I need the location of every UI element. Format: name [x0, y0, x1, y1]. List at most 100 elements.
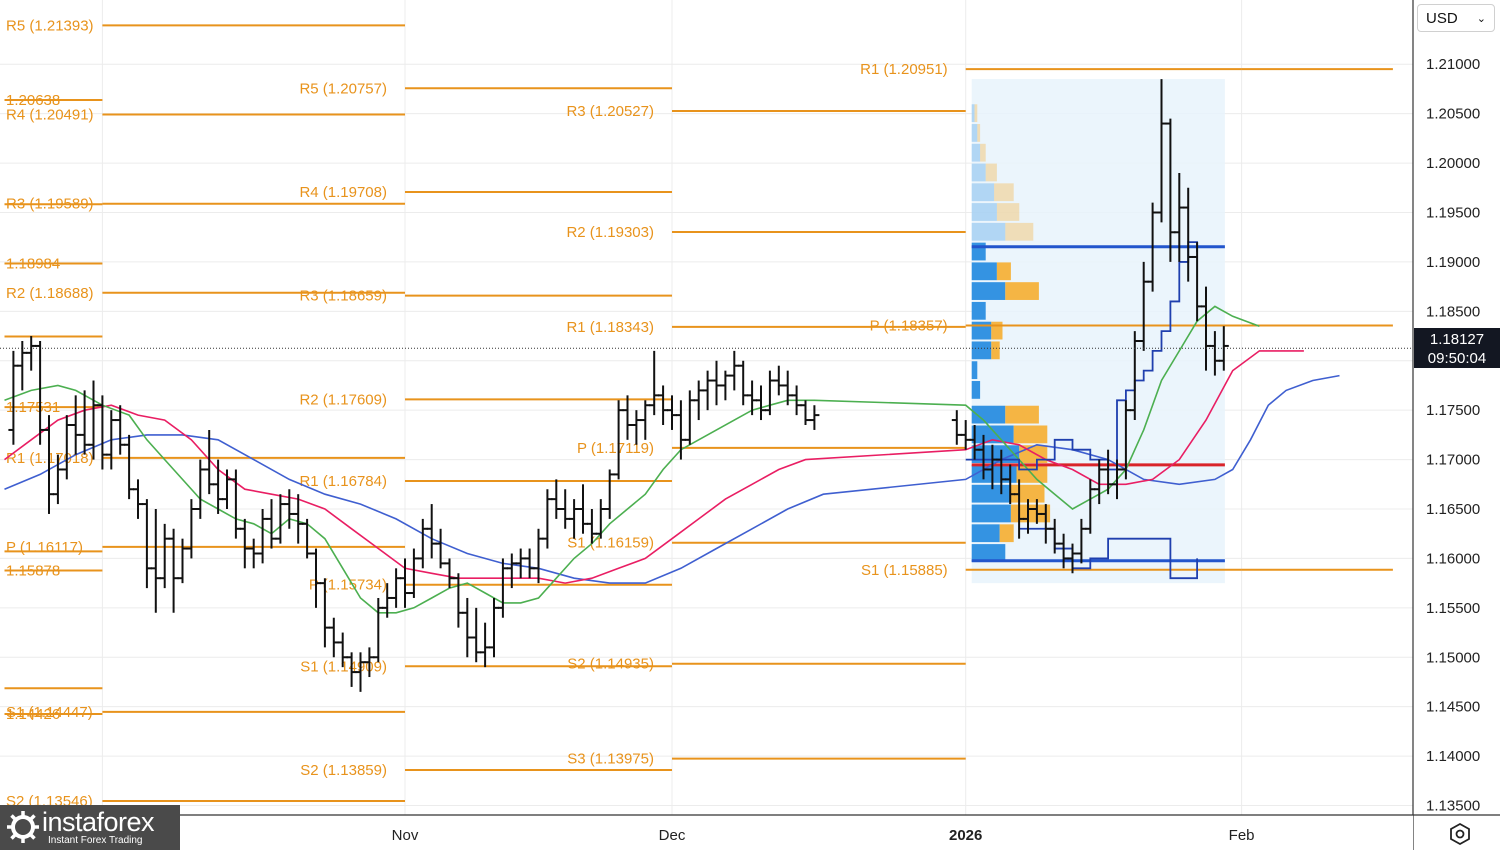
pivot-label: R3 (1.19589) — [6, 196, 94, 213]
volume-bar-sell — [974, 104, 978, 123]
volume-bar-buy — [971, 321, 992, 340]
ohlc-bar — [444, 558, 455, 589]
ohlc-bar — [675, 400, 686, 460]
price-axis-tick-label: 1.17500 — [1426, 402, 1480, 419]
volume-bar-buy — [971, 163, 986, 182]
ohlc-bar — [729, 350, 740, 391]
volume-bar-buy — [971, 341, 992, 360]
ohlc-bar — [595, 499, 606, 539]
channel-step-upper — [965, 241, 1198, 471]
volume-bar-buy — [971, 282, 1006, 300]
time-axis-tick-label: Feb — [1229, 827, 1255, 844]
pivot-label: 1.14426 — [6, 706, 60, 723]
ohlc-bar — [79, 390, 90, 455]
volume-bar-buy — [971, 301, 986, 320]
ohlc-bar — [35, 340, 46, 445]
price-axis-tick-label: 1.20000 — [1426, 155, 1480, 172]
ohlc-bar — [70, 395, 81, 455]
logo-brand-text: instaforex — [42, 807, 155, 837]
pivot-label: 1.15878 — [6, 562, 60, 579]
ohlc-bar — [391, 568, 402, 608]
ohlc-bar — [417, 518, 428, 569]
broker-logo: instaforex Instant Forex Trading — [0, 805, 180, 850]
ohlc-bar — [711, 360, 722, 406]
ohlc-bar — [489, 597, 499, 658]
ohlc-bar — [61, 415, 72, 480]
ohlc-bar — [702, 370, 713, 411]
price-axis-tick-label: 1.17000 — [1426, 452, 1480, 469]
volume-bar-buy — [971, 262, 997, 281]
pivot-label: S2 (1.14935) — [567, 656, 654, 673]
pivot-label: S2 (1.13859) — [300, 762, 387, 779]
ohlc-bar — [462, 597, 473, 658]
ohlc-bar — [168, 528, 179, 613]
volume-bar-sell — [994, 183, 1014, 202]
ohlc-bar — [426, 504, 437, 559]
price-axis-panel — [1413, 0, 1500, 850]
ohlc-bar — [257, 509, 268, 564]
volume-bar-sell — [1005, 282, 1039, 300]
current-price-value: 1.18127 — [1429, 331, 1485, 348]
volume-bar-buy — [971, 203, 997, 221]
price-axis-tick-label: 1.21000 — [1426, 56, 1480, 73]
price-axis-tick-label: 1.20500 — [1426, 106, 1480, 123]
ohlc-bar — [551, 479, 562, 519]
volume-bar-sell — [980, 143, 986, 162]
volume-bar-buy — [971, 544, 1006, 562]
pivot-label: S3 (1.13975) — [567, 751, 654, 768]
ohlc-bar — [667, 395, 677, 430]
volume-bar-buy — [971, 405, 1006, 424]
ohlc-bar — [408, 548, 419, 598]
pivot-label: R3 (1.20527) — [566, 103, 654, 120]
ohlc-bar — [738, 360, 749, 406]
ohlc-bar — [302, 518, 313, 559]
ohlc-bar — [186, 499, 197, 559]
price-axis-tick-label: 1.19500 — [1426, 205, 1480, 222]
ohlc-bar — [150, 509, 161, 613]
ohlc-bar — [809, 405, 820, 430]
ohlc-bar — [524, 548, 535, 579]
volume-bar-buy — [971, 524, 1000, 543]
ohlc-bar — [266, 499, 277, 549]
ohlc-bar — [328, 617, 339, 658]
ohlc-bar — [542, 489, 553, 549]
pivot-label: R5 (1.20757) — [299, 80, 387, 97]
ohlc-bar — [720, 370, 731, 401]
ohlc-bar — [275, 494, 286, 544]
pivot-label: P (1.16117) — [6, 539, 83, 556]
volume-bar-buy — [971, 504, 1011, 523]
ohlc-bar — [133, 479, 143, 519]
ohlc-bar — [569, 499, 580, 539]
ohlc-bar — [773, 365, 784, 396]
logo-tagline: Instant Forex Trading — [48, 835, 143, 846]
gear-icon[interactable] — [1446, 822, 1474, 846]
moving-average-mid — [4, 350, 1304, 584]
pivot-label: R4 (1.19708) — [299, 184, 387, 201]
volume-bar-buy — [971, 361, 978, 380]
ohlc-bar — [764, 370, 775, 416]
ohlc-bars — [8, 79, 1229, 692]
price-axis-tick-label: 1.14000 — [1426, 748, 1480, 765]
ohlc-bar — [248, 538, 259, 569]
ohlc-bar — [684, 390, 695, 445]
ohlc-bar — [480, 622, 491, 668]
pivot-label: P (1.15734) — [309, 577, 387, 594]
volume-bar-buy — [971, 425, 1014, 444]
volume-bar-sell — [1005, 405, 1039, 424]
volume-bar-buy — [971, 124, 978, 142]
price-axis-tick-label: 1.18500 — [1426, 303, 1480, 320]
time-axis-tick-label: Nov — [392, 827, 419, 844]
ohlc-bar — [471, 607, 482, 663]
ohlc-bar — [960, 420, 971, 450]
currency-dropdown[interactable]: USD ⌄ — [1417, 4, 1495, 32]
ohlc-bar — [177, 538, 188, 584]
time-axis-tick-label: 2026 — [949, 827, 982, 844]
volume-bar-buy — [971, 484, 1011, 503]
volume-bar-sell — [996, 203, 1020, 221]
ohlc-bar — [88, 380, 99, 460]
volume-bar-buy — [971, 222, 1006, 241]
current-price-tag: 1.18127 09:50:04 — [1414, 328, 1500, 368]
time-axis-panel — [0, 815, 1413, 850]
